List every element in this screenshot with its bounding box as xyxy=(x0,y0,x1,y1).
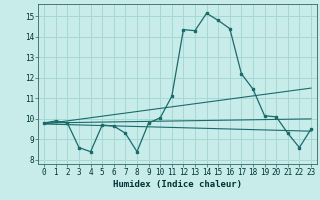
X-axis label: Humidex (Indice chaleur): Humidex (Indice chaleur) xyxy=(113,180,242,189)
